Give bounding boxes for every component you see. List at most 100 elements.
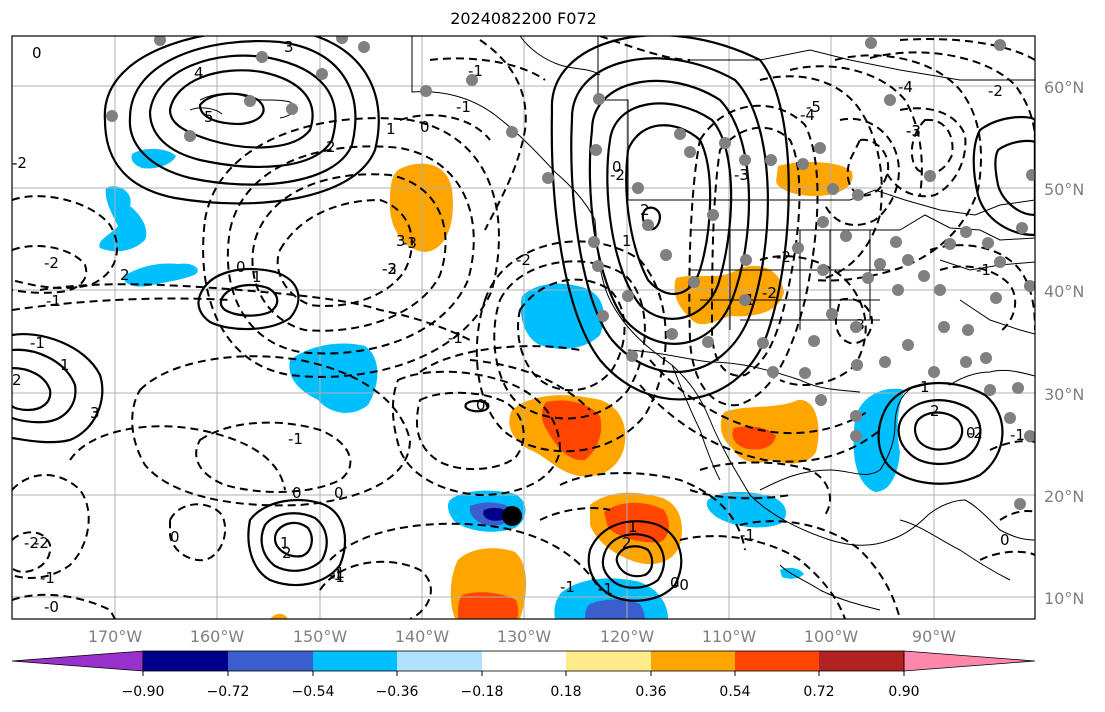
station-dot	[850, 410, 862, 422]
station-dot	[740, 254, 752, 266]
contour-label: -1	[288, 430, 303, 448]
station-dot	[850, 430, 862, 442]
colorbar-ticks	[142, 671, 905, 676]
lat-label: 20°N	[1044, 487, 1084, 506]
station-dot	[817, 264, 829, 276]
station-dot	[1026, 169, 1035, 181]
station-dot	[506, 126, 518, 138]
station-dot	[684, 146, 696, 158]
station-dot	[767, 366, 779, 378]
contour-label: -1	[456, 98, 471, 116]
lon-label: 100°W	[804, 627, 859, 646]
station-dot	[994, 39, 1006, 51]
contour-label: 1	[628, 518, 638, 536]
contour-label: 3	[284, 38, 294, 56]
contour-label: 1	[386, 120, 396, 138]
station-dot	[757, 337, 769, 349]
contour-label: -1	[328, 566, 343, 584]
station-dot	[1016, 222, 1028, 234]
station-dot	[256, 51, 268, 63]
station-dot	[739, 294, 751, 306]
station-markers	[106, 36, 1035, 510]
colorbar-segment	[651, 651, 735, 671]
contour-label: -0	[44, 598, 59, 616]
contours-negative	[12, 36, 1035, 619]
contours-positive	[12, 36, 1035, 602]
contour-label: -5	[806, 98, 821, 116]
station-dot	[918, 270, 930, 282]
contour-label: -2	[382, 260, 397, 278]
latitude-labels: 60°N 50°N 40°N 30°N 20°N 10°N	[1044, 78, 1084, 608]
station-dot	[739, 154, 751, 166]
contour-label: -1	[46, 292, 61, 310]
colorbar-tick-label: −0.90	[122, 684, 165, 700]
contour-label: 3	[90, 404, 100, 422]
station-dot	[928, 366, 940, 378]
map-title: 2024082200 F072	[450, 9, 597, 28]
station-dot	[960, 356, 972, 368]
contour-label: -1	[740, 526, 755, 544]
contour-label: -4	[898, 78, 913, 96]
contour-label: -3	[906, 122, 921, 140]
station-dot	[660, 249, 672, 261]
colorbar-tick-label: 0.90	[888, 684, 919, 700]
station-dot	[980, 352, 992, 364]
station-dot	[336, 36, 348, 44]
station-dot	[1024, 280, 1035, 292]
station-dot	[984, 384, 996, 396]
station-dot	[797, 158, 809, 170]
station-dot	[1024, 430, 1035, 442]
lon-label: 150°W	[293, 627, 348, 646]
colorbar-tick-label: −0.54	[292, 684, 335, 700]
station-dot	[688, 276, 700, 288]
colorbar-tick-label: −0.36	[376, 684, 419, 700]
contour-label: -3	[906, 122, 921, 140]
station-dot	[1014, 498, 1026, 510]
contour-label: 0	[292, 484, 302, 502]
station-dot	[707, 209, 719, 221]
contour-label: -1	[598, 580, 613, 598]
lon-label: 140°W	[395, 627, 450, 646]
station-dot	[358, 41, 370, 53]
station-dot	[106, 110, 118, 122]
contour-label: 0	[612, 158, 622, 176]
lon-label: 130°W	[497, 627, 552, 646]
contour-label: 0	[670, 574, 680, 592]
station-dot	[840, 230, 852, 242]
lat-label: 60°N	[1044, 78, 1084, 97]
contour-label: 5	[204, 108, 214, 126]
colorbar-tick-label: 0.54	[719, 684, 750, 700]
station-dot	[962, 324, 974, 336]
colorbar-segment	[228, 651, 313, 671]
contour-label: 1	[252, 268, 262, 286]
contour-label: 0	[1000, 531, 1010, 549]
contour-label: 2	[622, 534, 632, 552]
station-dot	[244, 95, 256, 107]
station-dot	[765, 154, 777, 166]
lon-label: 90°W	[912, 627, 956, 646]
station-dot	[702, 336, 714, 348]
colorbar-extend-min	[11, 650, 144, 672]
station-dot	[994, 256, 1006, 268]
station-dot	[597, 310, 609, 322]
station-dot	[420, 85, 432, 97]
station-dot	[884, 94, 896, 106]
contour-label: 2	[12, 371, 22, 389]
station-dot	[924, 170, 936, 182]
station-dot	[852, 189, 864, 201]
lon-label: 160°W	[190, 627, 245, 646]
colorbar-segment	[482, 651, 566, 671]
contour-label: -1	[40, 569, 55, 587]
station-dot	[799, 367, 811, 379]
contour-label: 2	[120, 266, 130, 284]
contour-label: 0	[966, 424, 976, 442]
station-dot	[815, 394, 827, 406]
contour-label: -1	[448, 329, 463, 347]
contour-label: 3	[396, 232, 406, 250]
contour-label: -2	[776, 248, 791, 266]
station-dot	[862, 272, 874, 284]
contour-label: 1	[280, 534, 290, 552]
station-dot	[902, 339, 914, 351]
colorbar-segment	[143, 651, 228, 671]
station-dot	[719, 137, 731, 149]
